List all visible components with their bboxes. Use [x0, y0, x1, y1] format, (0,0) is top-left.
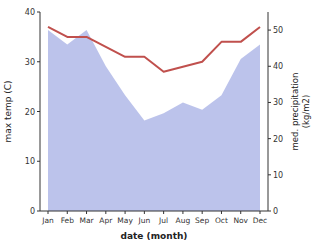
plot-area: [48, 27, 260, 211]
y2-tick-label: 10: [273, 171, 283, 180]
x-tick-label: Nov: [233, 216, 248, 225]
x-tick: [163, 211, 164, 214]
precipitation-area: [48, 30, 260, 211]
x-tick: [202, 211, 203, 214]
x-tick: [67, 211, 68, 214]
y2-axis-line: [268, 12, 269, 211]
y2-tick: [268, 66, 271, 67]
x-tick-label: Apr: [99, 216, 113, 225]
y-tick-label: 0: [30, 207, 35, 216]
x-tick-label: Mar: [79, 216, 94, 225]
y-tick: [37, 161, 40, 162]
chart: 0 10 20 30 40 0 10 20 30 40 50 Jan Feb Mar Apr May Jun Ju…: [0, 0, 318, 247]
x-tick-label: Aug: [176, 216, 191, 225]
y-axis-label: max temp (C): [3, 80, 13, 142]
y2-axis-label-line: (kg/m2): [301, 95, 311, 129]
y2-tick: [268, 174, 271, 175]
y-tick-label: 30: [25, 58, 35, 67]
y2-tick: [268, 211, 271, 212]
x-tick-label: Jul: [158, 216, 168, 225]
y-tick-label: 10: [25, 157, 35, 166]
y-tick-label: 20: [25, 108, 35, 117]
x-tick-label: May: [117, 216, 133, 225]
x-tick: [125, 211, 126, 214]
y2-axis-label: med. precipitation(kg/m2): [290, 73, 311, 151]
x-tick: [240, 211, 241, 214]
x-axis-line: [40, 211, 268, 212]
x-tick-label: Jun: [138, 216, 151, 225]
y2-tick: [268, 138, 271, 139]
y-tick: [37, 211, 40, 212]
x-tick: [86, 211, 87, 214]
y2-tick-label: 20: [273, 135, 283, 144]
y2-tick-label: 40: [273, 62, 283, 71]
y2-tick: [268, 102, 271, 103]
x-tick-label: Sep: [195, 216, 209, 225]
y2-axis-label-line: med. precipitation: [290, 73, 300, 151]
x-tick: [182, 211, 183, 214]
y-tick: [37, 61, 40, 62]
x-tick-label: Dec: [253, 216, 268, 225]
x-axis-label: date (month): [121, 231, 188, 241]
y2-tick: [268, 30, 271, 31]
x-tick-label: Jan: [41, 216, 54, 225]
x-tick: [221, 211, 222, 214]
x-tick-label: Feb: [61, 216, 75, 225]
y2-tick-label: 50: [273, 26, 283, 35]
x-tick-label: Oct: [215, 216, 228, 225]
y2-tick-label: 0: [273, 207, 278, 216]
temperature-line: [48, 27, 260, 72]
y-tick: [37, 111, 40, 112]
y-tick: [37, 12, 40, 13]
x-tick: [105, 211, 106, 214]
y2-tick-label: 30: [273, 98, 283, 107]
y-tick-label: 40: [25, 8, 35, 17]
x-tick: [144, 211, 145, 214]
x-tick: [260, 211, 261, 214]
x-tick: [48, 211, 49, 214]
